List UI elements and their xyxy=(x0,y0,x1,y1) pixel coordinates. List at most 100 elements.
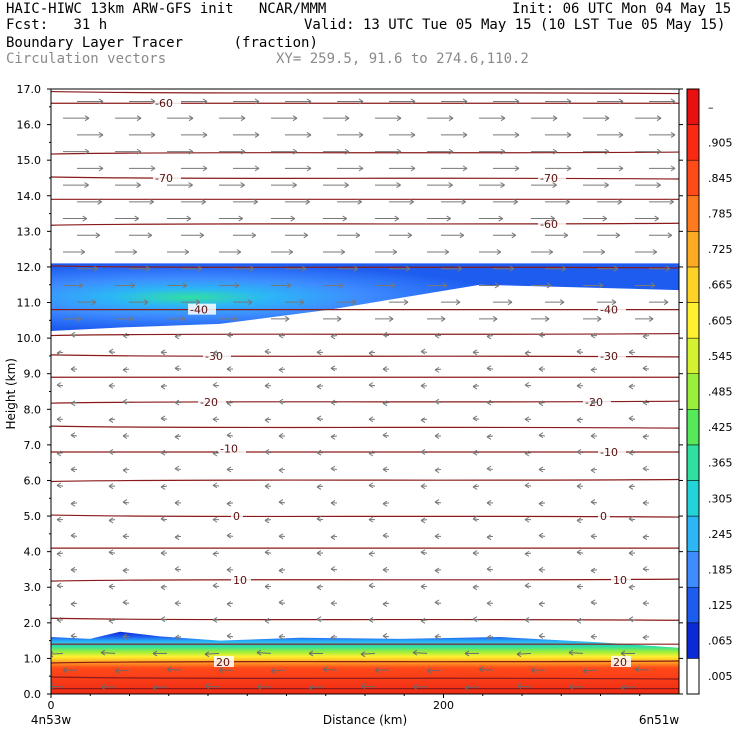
vector-arrowhead xyxy=(322,666,328,673)
vector-arrowhead xyxy=(656,148,662,155)
vector-arrowhead xyxy=(548,249,554,255)
vector-arrowhead xyxy=(628,550,634,556)
vector-arrowhead xyxy=(249,265,255,272)
vector-arrowhead xyxy=(226,432,232,439)
vector-arrowhead xyxy=(538,500,544,507)
vector-arrowhead xyxy=(330,566,336,572)
vector-arrowhead xyxy=(358,131,364,138)
vector-arrowhead xyxy=(634,666,640,673)
vector-arrowhead xyxy=(600,249,606,255)
vector-arrowhead xyxy=(188,182,193,189)
contour-label-bg xyxy=(538,218,566,230)
forecast-hour: Fcst: 31 h xyxy=(6,17,108,33)
vector-arrowhead xyxy=(182,282,188,289)
contour-line xyxy=(51,514,679,518)
vector-arrowhead xyxy=(442,282,448,289)
vector-arrowhead xyxy=(565,198,570,205)
vector-arrowhead xyxy=(412,649,418,656)
vector-arrowhead xyxy=(509,265,515,272)
vector-arrowhead xyxy=(316,383,322,390)
vector-arrowhead xyxy=(669,198,674,205)
tracer-layer-boundary xyxy=(51,631,679,694)
y-tick-label: 8.0 xyxy=(24,403,42,416)
vector-arrowhead xyxy=(174,399,180,406)
vector-arrowhead xyxy=(204,683,210,690)
colorbar-label: .545 xyxy=(708,350,733,363)
contour-line xyxy=(51,425,679,429)
vector-arrow xyxy=(204,652,220,655)
vector-arrowhead xyxy=(459,232,465,239)
vector-arrowhead xyxy=(114,668,120,674)
vector-arrowhead xyxy=(290,215,295,222)
vector-arrow xyxy=(620,686,636,689)
vector-arrowhead xyxy=(486,399,492,406)
contour-label: -60 xyxy=(540,218,558,231)
vector-arrowhead xyxy=(461,198,466,205)
vector-arrowhead xyxy=(278,467,284,474)
vector-arrowhead xyxy=(95,232,101,239)
vector-arrowhead xyxy=(212,617,218,623)
vector-arrowhead xyxy=(351,299,357,306)
vector-arrowhead xyxy=(360,683,366,690)
vector-arrowhead xyxy=(145,265,151,272)
vector-arrowhead xyxy=(301,265,307,272)
vector-arrow xyxy=(464,686,480,689)
vector-arrowhead xyxy=(278,567,284,574)
vector-arrowhead xyxy=(202,131,208,138)
vector-arrowhead xyxy=(344,148,350,155)
vector-arrowhead xyxy=(420,448,426,455)
model-title: HAIC-HIWC 13km ARW-GFS init NCAR/MMM xyxy=(6,1,327,17)
vector-arrowhead xyxy=(642,365,648,372)
vector-arrowhead xyxy=(306,131,312,138)
colorbar-label: .785 xyxy=(708,208,733,221)
vector-arrowhead xyxy=(306,98,312,105)
colorbar-swatch xyxy=(686,159,700,197)
vector-arrowhead xyxy=(652,249,658,255)
vector-arrowhead xyxy=(538,331,544,338)
vector-arrowhead xyxy=(212,450,218,457)
vector-arrowhead xyxy=(650,282,656,289)
contour-label: -70 xyxy=(155,172,173,185)
colorbar-swatch xyxy=(686,480,700,517)
vector-arrowhead xyxy=(368,450,374,457)
field-name: Boundary Layer Tracer (fraction) xyxy=(6,35,318,51)
vector-arrowhead xyxy=(226,532,232,539)
vector-arrowhead xyxy=(642,534,648,541)
vector-arrowhead xyxy=(226,566,232,573)
vector-arrowhead xyxy=(464,684,470,691)
vector-arrowhead xyxy=(538,632,544,639)
vector-arrowhead xyxy=(420,549,426,556)
vector-arrowhead xyxy=(396,148,402,155)
vector-arrowhead xyxy=(472,484,478,490)
vector-arrowhead xyxy=(670,131,676,138)
vector-arrowhead xyxy=(396,115,402,122)
vector-arrowhead xyxy=(382,566,388,573)
vector-arrowhead xyxy=(420,483,426,490)
colorbar-label: .485 xyxy=(708,386,733,399)
vector-arrowhead xyxy=(204,651,210,658)
contour-label: -20 xyxy=(200,396,218,409)
vector-arrowhead xyxy=(330,534,336,541)
vector-arrowhead xyxy=(524,382,530,388)
vector-arrowhead xyxy=(98,165,104,172)
contour-line xyxy=(51,176,679,180)
vector-arrowhead xyxy=(147,232,153,239)
colorbar-swatch xyxy=(686,586,700,624)
vector-arrowhead xyxy=(559,299,565,306)
vector-arrowhead xyxy=(516,683,522,690)
vector-arrowhead xyxy=(150,131,156,138)
vector-arrow xyxy=(412,652,428,654)
vector-arrowhead xyxy=(513,198,518,205)
vector-arrowhead xyxy=(576,348,582,355)
vector-arrowhead xyxy=(330,465,336,472)
vector-arrowhead xyxy=(642,465,648,472)
contour-label-bg xyxy=(598,303,626,315)
vector-arrowhead xyxy=(264,617,270,624)
vector-arrowhead xyxy=(130,282,136,289)
vector-arrowhead xyxy=(434,433,440,439)
vector-arrowhead xyxy=(160,616,166,623)
vector-arrowhead xyxy=(448,148,454,155)
colorbar-swatch xyxy=(686,444,700,481)
vector-arrowhead xyxy=(226,466,232,473)
x-endpoint-right: 6n51w xyxy=(639,713,680,727)
